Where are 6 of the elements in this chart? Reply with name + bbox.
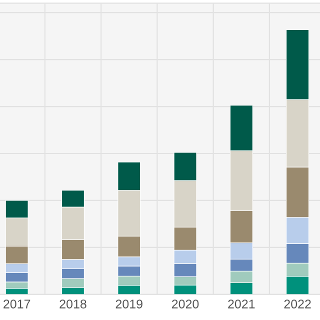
x-tick-label: 2018	[60, 300, 86, 308]
x-tick-label: 2020	[172, 300, 199, 308]
x-tick-label: 2022	[284, 300, 311, 308]
x-tick-label: 2021	[228, 300, 255, 308]
x-tick-label: 2017	[4, 300, 30, 308]
x-tick-label: 2019	[116, 300, 142, 308]
